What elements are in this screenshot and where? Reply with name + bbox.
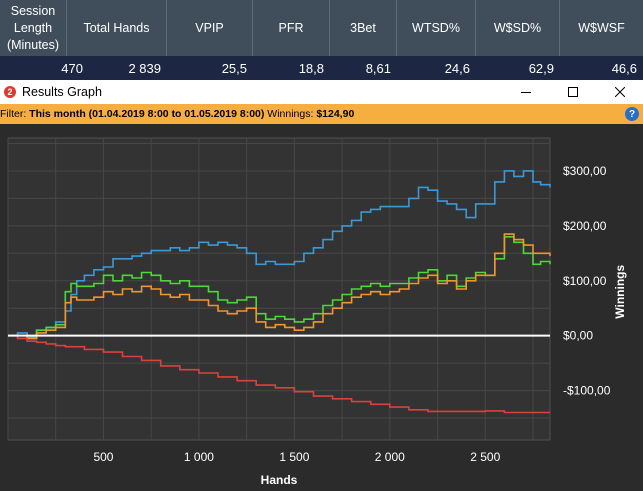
stats-value-row[interactable]: 470 2 839 25,5 18,8 8,61 24,6 62,9 46,6 xyxy=(0,56,643,80)
minimize-button[interactable] xyxy=(502,80,549,104)
close-button[interactable] xyxy=(596,80,643,104)
plot-area xyxy=(7,137,551,441)
x-tick-label: 2 000 xyxy=(375,450,405,464)
x-tick-label: 1 000 xyxy=(184,450,214,464)
stats-value-vpip: 25,5 xyxy=(221,60,247,76)
results-chart[interactable]: 500 1 000 1 500 2 000 2 500 $300,00 $200,00 $10… xyxy=(0,124,643,491)
y-axis-title: Winnings xyxy=(613,264,627,318)
series-line-1 xyxy=(8,170,551,338)
stats-header-row: Session Length (Minutes) Total Hands VPI… xyxy=(0,0,643,56)
x-axis-title: Hands xyxy=(261,473,298,487)
stats-header-wsd[interactable]: W$SD% xyxy=(476,0,560,56)
stats-value-wsd: 62,9 xyxy=(528,60,554,76)
filter-range: This month (01.04.2019 8:00 to 01.05.201… xyxy=(29,108,265,120)
y-tick-label: $200,00 xyxy=(563,219,607,233)
stats-header-session-length[interactable]: Session Length (Minutes) xyxy=(0,0,67,56)
help-icon[interactable]: ? xyxy=(625,107,639,121)
maximize-icon xyxy=(567,87,578,97)
y-tick-label: $0,00 xyxy=(563,329,593,343)
x-tick-label: 1 500 xyxy=(279,450,309,464)
window-title: Results Graph xyxy=(22,85,102,99)
y-tick-label: $100,00 xyxy=(563,274,607,288)
filter-bar[interactable]: Filter: This month (01.04.2019 8:00 to 0… xyxy=(0,104,643,124)
minimize-icon xyxy=(520,92,531,93)
stats-value-total-hands: 2 839 xyxy=(128,60,161,76)
stats-value-3bet: 8,61 xyxy=(365,60,391,76)
stats-header-3bet[interactable]: 3Bet xyxy=(330,0,397,56)
stats-header-vpip[interactable]: VPIP xyxy=(167,0,253,56)
stats-header-wtsd[interactable]: WTSD% xyxy=(397,0,476,56)
y-tick-label: $300,00 xyxy=(563,164,607,178)
window-titlebar[interactable]: 2 Results Graph xyxy=(0,80,643,104)
stats-value-wtsd: 24,6 xyxy=(444,60,470,76)
results-graph[interactable]: 500 1 000 1 500 2 000 2 500 $300,00 $200,00 $10… xyxy=(0,124,643,491)
winnings-value: $124,90 xyxy=(316,108,355,120)
close-icon xyxy=(614,87,625,97)
stats-value-pfr: 18,8 xyxy=(298,60,324,76)
stats-header-wwsf[interactable]: W$WSF xyxy=(578,20,625,35)
maximize-button[interactable] xyxy=(549,80,596,104)
stats-header-total-hands[interactable]: Total Hands xyxy=(67,0,167,56)
stats-value-wwsf: 46,6 xyxy=(611,60,637,76)
stats-value-session-length: 470 xyxy=(61,60,83,76)
series-line-3 xyxy=(8,233,551,340)
y-tick-label: -$100,00 xyxy=(563,384,611,398)
x-tick-label: 500 xyxy=(93,450,113,464)
x-tick-label: 2 500 xyxy=(470,450,500,464)
stats-panel: Session Length (Minutes) Total Hands VPI… xyxy=(0,0,643,80)
app-logo-icon: 2 xyxy=(4,86,16,98)
winnings-label: Winnings: xyxy=(267,108,314,120)
series-line-4 xyxy=(8,334,550,414)
filter-label: Filter: xyxy=(0,108,27,120)
stats-header-pfr[interactable]: PFR xyxy=(253,0,330,56)
